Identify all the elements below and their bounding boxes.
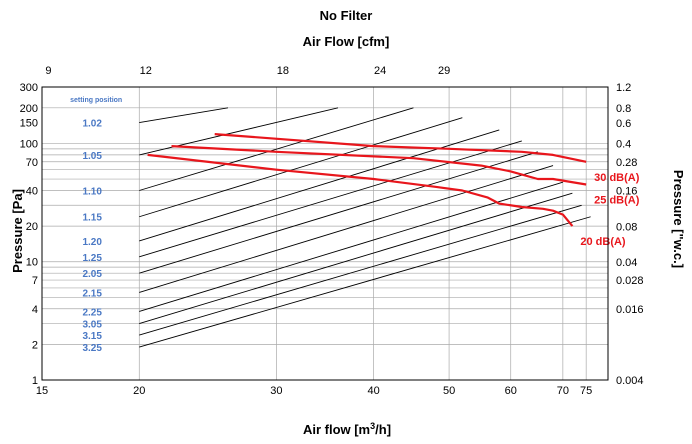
right-tick-label: 0.016 — [616, 304, 644, 316]
setting-line — [139, 107, 414, 191]
setting-line — [139, 204, 582, 336]
y-tick-label: 100 — [20, 138, 38, 150]
y-tick-label: 20 — [26, 221, 38, 233]
setting-line — [139, 107, 229, 124]
setting-line — [139, 117, 463, 218]
x-tick-label: 15 — [36, 385, 48, 397]
series-line — [147, 153, 574, 227]
x-tick-label: 20 — [133, 385, 145, 397]
top-tick-label: 29 — [438, 65, 450, 77]
right-tick-label: 0.4 — [616, 139, 631, 151]
top-tick-label: 12 — [140, 65, 152, 77]
plot-frame — [41, 86, 609, 381]
setting-line — [139, 140, 522, 258]
setting-line — [139, 165, 554, 293]
setting-position-label: 1.05 — [82, 151, 102, 162]
right-tick-label: 0.6 — [616, 118, 631, 130]
right-tick-label: 0.8 — [616, 103, 631, 115]
chart-title: No Filter — [320, 8, 373, 23]
x-axis-label-suffix: /h] — [375, 422, 391, 437]
y-tick-label: 70 — [26, 157, 38, 169]
x-tick-label: 30 — [270, 385, 282, 397]
series-line — [214, 133, 587, 163]
series-label: 20 dB(A) — [580, 236, 626, 248]
x-axis-label-superscript: 3 — [370, 421, 375, 431]
setting-position-label: 1.20 — [82, 237, 102, 248]
top-tick-label: 9 — [45, 65, 51, 77]
grid — [42, 87, 609, 380]
setting-position-label: 3.05 — [82, 320, 102, 331]
setting-position-label: 1.15 — [82, 213, 102, 224]
series-label: 30 dB(A) — [594, 172, 640, 184]
right-tick-label: 0.28 — [616, 157, 637, 169]
setting-position-label: 2.25 — [82, 307, 102, 318]
y-tick-label: 300 — [20, 82, 38, 94]
setting-line — [139, 216, 591, 348]
top-tick-label: 18 — [277, 65, 289, 77]
y-tick-label: 40 — [26, 186, 38, 198]
setting-position-label: 1.10 — [82, 187, 102, 198]
setting-position-header: setting position — [70, 97, 122, 104]
right-tick-label: 0.028 — [616, 275, 644, 287]
setting-line — [139, 107, 339, 156]
x-axis-label: Air flow [m3/h] — [303, 421, 391, 437]
setting-line — [139, 192, 573, 324]
right-tick-label: 1.2 — [616, 82, 631, 94]
right-tick-label: 0.08 — [616, 221, 637, 233]
y-axis-label-right: Pressure ["w.c.] — [671, 170, 686, 268]
top-tick-label: 24 — [374, 65, 386, 77]
x-tick-label: 50 — [443, 385, 455, 397]
x-tick-label: 70 — [557, 385, 569, 397]
chart-subtitle: Air Flow [cfm] — [303, 34, 390, 49]
y-axis-label: Pressure [Pa] — [10, 189, 25, 273]
x-tick-label: 60 — [505, 385, 517, 397]
series-line — [171, 145, 587, 186]
right-tick-label: 0.16 — [616, 186, 637, 198]
y-tick-label: 4 — [32, 304, 38, 316]
y-tick-label: 10 — [26, 257, 38, 269]
setting-position-label: 1.25 — [82, 253, 102, 264]
setting-line — [139, 181, 563, 312]
setting-position-label: 2.05 — [82, 269, 102, 280]
right-tick-label: 0.04 — [616, 257, 637, 269]
noise-curves: 30 dB(A) 25 dB(A) 20 dB(A) — [147, 133, 640, 248]
right-tick-label: 0.004 — [616, 375, 644, 387]
y-tick-label: 150 — [20, 118, 38, 130]
setting-position-label: 3.25 — [82, 343, 102, 354]
tick-labels: 15 20 30 40 50 60 70 75124710204070100150200300… — [20, 65, 644, 397]
setting-lines: setting position 1.02 1.05 1.10 1.15 1.20 1.25… — [70, 97, 591, 354]
x-tick-label: 75 — [580, 385, 592, 397]
y-tick-label: 2 — [32, 339, 38, 351]
series-label: 25 dB(A) — [594, 194, 640, 206]
setting-position-label: 3.15 — [82, 331, 102, 342]
setting-position-label: 2.15 — [82, 288, 102, 299]
y-tick-label: 1 — [32, 375, 38, 387]
y-tick-label: 200 — [20, 103, 38, 115]
x-tick-label: 40 — [368, 385, 380, 397]
setting-line — [139, 151, 538, 274]
setting-position-label: 1.02 — [82, 119, 102, 130]
y-tick-label: 7 — [32, 275, 38, 287]
